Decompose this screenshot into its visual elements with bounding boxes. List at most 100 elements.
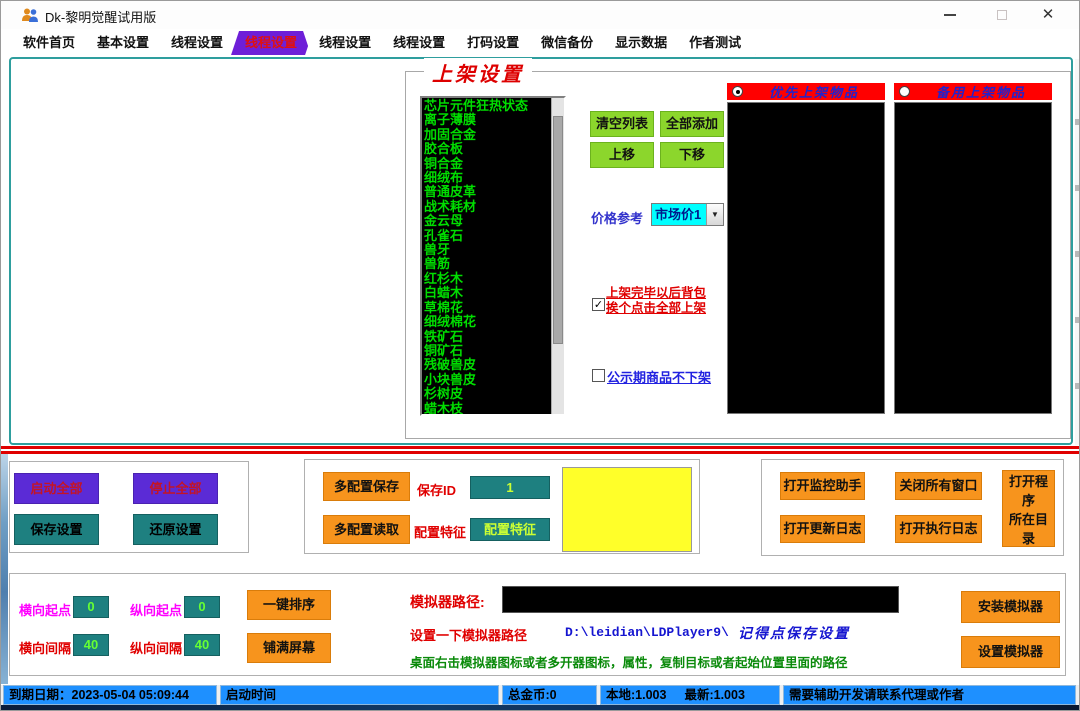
config-feature-button[interactable]: 配置特征 <box>470 518 550 541</box>
backup-items-radio[interactable]: 备用上架物品 <box>894 83 1052 100</box>
list-item[interactable]: 蜡木枝 <box>424 400 464 416</box>
clear-list-button[interactable]: 清空列表 <box>590 111 654 137</box>
status-display-box <box>562 467 692 552</box>
desktop-background-strip <box>1 705 1079 710</box>
add-all-button[interactable]: 全部添加 <box>660 111 724 137</box>
open-monitor-button[interactable]: 打开监控助手 <box>780 472 865 500</box>
emulator-path-label: 模拟器路径: <box>410 594 485 610</box>
after-shelf-checkbox-label[interactable]: 上架完毕以后背包 挨个点击全部上架 <box>606 286 706 316</box>
move-down-button[interactable]: 下移 <box>660 142 724 168</box>
emulator-panel: 横向起点 0 纵向起点 0 横向间隔 40 纵向间隔 40 一键排序 铺满屏幕 … <box>9 573 1066 676</box>
no-delist-checkbox-label[interactable]: 公示期商品不下架 <box>607 370 712 385</box>
open-exec-log-button[interactable]: 打开执行日志 <box>895 515 982 543</box>
list-item[interactable]: 兽牙 <box>424 242 451 258</box>
list-item[interactable]: 铜合金 <box>424 155 464 171</box>
v-start-label: 纵向起点 <box>130 603 183 618</box>
expire-date-status: 到期日期：2023-05-04 05:09:44 <box>3 685 217 705</box>
tab-thread-settings-2-selected[interactable]: 线程设置 <box>231 31 311 55</box>
run-control-panel: 启动全部 停止全部 保存设置 还原设置 <box>9 461 249 553</box>
tab-thread-settings-1[interactable]: 线程设置 <box>157 31 237 55</box>
tab-wechat-backup[interactable]: 微信备份 <box>527 31 607 55</box>
maximize-button[interactable] <box>979 1 1025 29</box>
list-item[interactable]: 杉树皮 <box>424 386 464 402</box>
list-item[interactable]: 加固合金 <box>424 126 477 142</box>
config-feature-label: 配置特征 <box>414 525 467 540</box>
h-gap-field[interactable]: 40 <box>73 634 109 656</box>
tools-panel: 打开监控助手 关闭所有窗口 打开程序 所在目录 打开更新日志 打开执行日志 <box>761 459 1064 556</box>
list-item[interactable]: 细绒棉花 <box>424 314 477 330</box>
start-all-button[interactable]: 启动全部 <box>14 473 99 504</box>
scrollbar-thumb[interactable] <box>553 116 563 344</box>
shelf-settings-groupbox: 上架设置 芯片元件狂热状态 离子薄膜 加固合金 胶合板 铜合金 细绒布 普通皮革 战术耗材 金云… <box>405 58 1071 439</box>
multi-config-load-button[interactable]: 多配置读取 <box>323 515 410 544</box>
save-id-field[interactable]: 1 <box>470 476 550 499</box>
v-gap-field[interactable]: 40 <box>184 634 220 656</box>
multi-config-save-button[interactable]: 多配置保存 <box>323 472 410 501</box>
version-status: 本地:1.003 最新:1.003 <box>600 685 780 705</box>
tab-basic-settings[interactable]: 基本设置 <box>83 31 163 55</box>
close-button[interactable]: ✕ <box>1025 1 1071 29</box>
h-gap-label: 横向间隔 <box>19 641 72 656</box>
title-bar: Dk-黎明觉醒试用版 ✕ <box>1 1 1079 29</box>
hint-path-example: D:\leidian\LDPlayer9\ <box>565 625 729 640</box>
chevron-down-icon[interactable]: ▼ <box>706 204 723 225</box>
priority-items-radio[interactable]: 优先上架物品 <box>727 83 885 100</box>
open-program-dir-button[interactable]: 打开程序 所在目录 <box>1002 470 1055 547</box>
list-item[interactable]: 白蜡木 <box>424 285 464 301</box>
list-item[interactable]: 金云母 <box>424 213 464 229</box>
h-start-label: 横向起点 <box>19 603 72 618</box>
tab-thread-settings-4[interactable]: 线程设置 <box>379 31 459 55</box>
list-item[interactable]: 战术耗材 <box>424 198 477 214</box>
list-item[interactable]: 草棉花 <box>424 299 464 315</box>
after-shelf-label-line2: 挨个点击全部上架 <box>606 301 707 315</box>
open-program-dir-line2: 所在目录 <box>1008 511 1048 546</box>
install-emulator-button[interactable]: 安装模拟器 <box>961 591 1060 623</box>
move-up-button[interactable]: 上移 <box>590 142 654 168</box>
list-item[interactable]: 孔雀石 <box>424 227 464 243</box>
no-delist-checkbox[interactable] <box>592 369 605 382</box>
item-list: 芯片元件狂热状态 离子薄膜 加固合金 胶合板 铜合金 细绒布 普通皮革 战术耗材 金云母 孔雀石兽… <box>424 98 549 416</box>
h-start-field[interactable]: 0 <box>73 596 109 618</box>
restore-settings-button[interactable]: 还原设置 <box>133 514 218 545</box>
one-key-sort-button[interactable]: 一键排序 <box>247 590 331 620</box>
tab-captcha-settings[interactable]: 打码设置 <box>453 31 533 55</box>
list-item[interactable]: 兽筋 <box>424 256 451 272</box>
stop-all-button[interactable]: 停止全部 <box>133 473 218 504</box>
setup-emulator-button[interactable]: 设置模拟器 <box>961 636 1060 668</box>
list-item[interactable]: 残破兽皮 <box>424 357 477 373</box>
backup-items-listbox[interactable] <box>894 102 1052 414</box>
list-item[interactable]: 普通皮革 <box>424 184 477 200</box>
minimize-button[interactable] <box>927 1 973 29</box>
tab-author-test[interactable]: 作者测试 <box>675 31 755 55</box>
emulator-path-input[interactable] <box>502 586 899 613</box>
list-item[interactable]: 红杉木 <box>424 270 464 286</box>
item-listbox[interactable]: 芯片元件狂热状态 离子薄膜 加固合金 胶合板 铜合金 细绒布 普通皮革 战术耗材 金云母 孔雀石兽… <box>420 96 566 416</box>
background-window-sliver <box>1 454 8 684</box>
list-item[interactable]: 离子薄膜 <box>424 112 477 128</box>
list-item[interactable]: 小块兽皮 <box>424 371 477 387</box>
v-start-field[interactable]: 0 <box>184 596 220 618</box>
list-item[interactable]: 胶合板 <box>424 141 464 157</box>
tab-thread-settings-3[interactable]: 线程设置 <box>305 31 385 55</box>
save-settings-button[interactable]: 保存设置 <box>14 514 99 545</box>
priority-items-listbox[interactable] <box>727 102 885 414</box>
after-shelf-checkbox[interactable]: ✓ <box>592 298 605 311</box>
minimize-icon <box>944 13 956 16</box>
list-item[interactable]: 细绒布 <box>424 170 464 186</box>
fill-screen-button[interactable]: 铺满屏幕 <box>247 633 331 663</box>
contact-status: 需要辅助开发请联系代理或作者 <box>783 685 1076 705</box>
open-update-log-button[interactable]: 打开更新日志 <box>780 515 865 543</box>
price-ref-dropdown[interactable]: 市场价1 ▼ <box>651 203 724 226</box>
list-item[interactable]: 铜矿石 <box>424 342 464 358</box>
start-time-status: 启动时间 <box>220 685 499 705</box>
item-list-scrollbar[interactable] <box>551 98 564 414</box>
list-item[interactable]: 铁矿石 <box>424 328 464 344</box>
multi-config-panel: 多配置保存 保存ID 1 多配置读取 配置特征 配置特征 <box>304 459 700 554</box>
close-all-windows-button[interactable]: 关闭所有窗口 <box>895 472 982 500</box>
total-coins-status: 总金币:0 <box>502 685 597 705</box>
latest-version: 最新:1.003 <box>684 688 745 702</box>
list-item[interactable]: 芯片元件狂热状态 <box>424 98 529 113</box>
tab-display-data[interactable]: 显示数据 <box>601 31 681 55</box>
tab-home[interactable]: 软件首页 <box>9 31 89 55</box>
